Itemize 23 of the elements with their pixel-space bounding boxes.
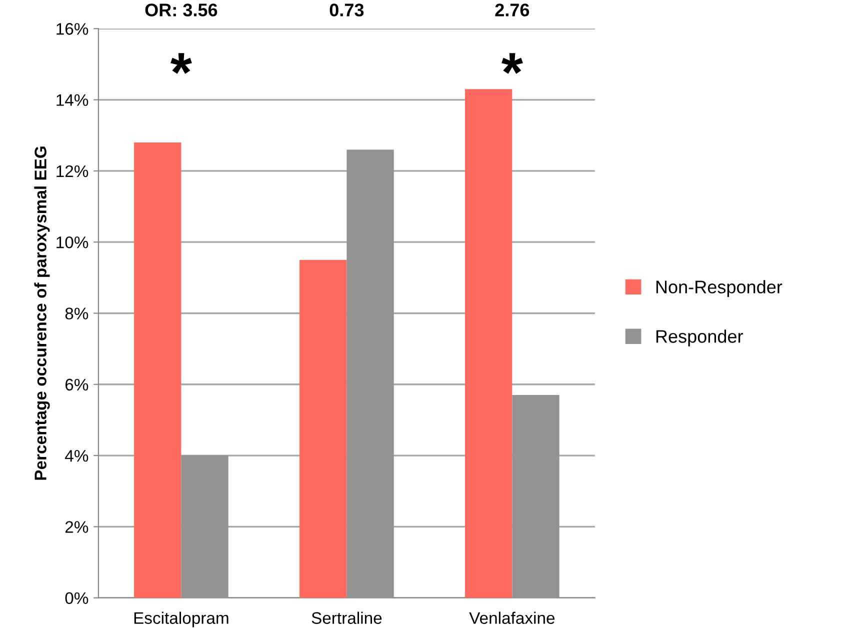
y-tick-label: 6%: [65, 378, 88, 391]
legend-label: Non-Responder: [656, 280, 782, 297]
x-tick-label: Venlafaxine: [469, 612, 555, 624]
bar: [134, 142, 182, 598]
annotation: *: [170, 53, 192, 74]
text: 2.76: [495, 4, 530, 16]
x-tick-label: Escitalopram: [134, 612, 228, 628]
legend-label: Responder: [656, 330, 743, 346]
y-tick-label: 4%: [65, 450, 88, 462]
text: 0.73: [330, 4, 364, 16]
annotation: *: [502, 53, 523, 74]
y-tick-label: 12%: [56, 165, 88, 178]
y-tick-label: 16%: [56, 23, 88, 35]
y-tick-label: 2%: [65, 521, 88, 533]
y-tick-label: 14%: [56, 94, 88, 106]
y-tick-label: 10%: [56, 236, 88, 248]
bar: [300, 260, 347, 598]
y-axis-title: Percentage occurence of paroxysmal EEG: [34, 146, 50, 480]
bar: [465, 89, 512, 598]
text: OR: 3.56: [145, 4, 218, 16]
x-tick-label: Sertraline: [312, 612, 382, 624]
y-tick-label: 0%: [65, 592, 88, 604]
y-tick-label: 8%: [65, 308, 88, 320]
